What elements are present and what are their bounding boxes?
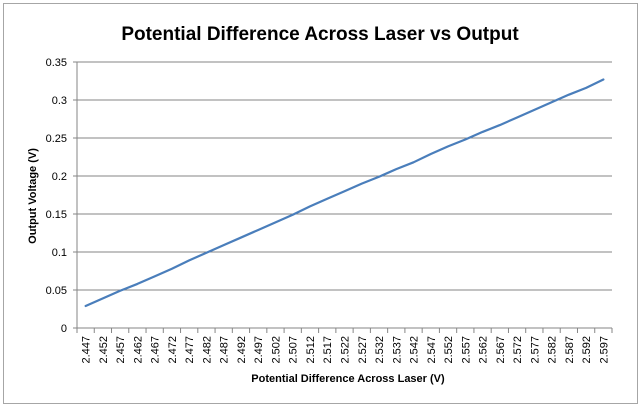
x-tick-label: 2.477	[184, 336, 196, 364]
y-tick-label: 0.3	[52, 95, 67, 107]
x-tick-label: 2.502	[270, 336, 282, 364]
gridlines	[77, 61, 612, 291]
x-axis-tick-labels: 2.447 2.452 2.457 2.462 2.467 2.472 2.477 2.482…	[81, 336, 611, 364]
x-tick-label: 2.482	[201, 336, 213, 364]
x-tick-label: 2.492	[236, 336, 248, 364]
x-tick-label: 2.577	[529, 336, 541, 364]
x-axis-title: Potential Difference Across Laser (V)	[251, 373, 445, 385]
x-tick-label: 2.452	[98, 336, 110, 364]
x-tick-label: 2.447	[81, 336, 93, 364]
y-axis-tick-labels: 0 0.05 0.1 0.15 0.2 0.25 0.3 0.35	[46, 57, 67, 335]
x-tick-label: 2.597	[598, 336, 610, 364]
x-tick-label: 2.467	[150, 336, 162, 364]
y-tick-label: 0.25	[46, 133, 67, 145]
y-tick-label: 0.35	[46, 57, 67, 69]
x-tick-label: 2.587	[564, 336, 576, 364]
x-tick-label: 2.592	[581, 336, 593, 364]
x-tick-label: 2.507	[288, 336, 300, 364]
y-axis-title: Output Voltage (V)	[27, 148, 39, 244]
x-tick-label: 2.487	[219, 336, 231, 364]
y-tick-label: 0	[61, 323, 67, 335]
x-tick-label: 2.462	[132, 336, 144, 364]
x-tick-label: 2.557	[460, 336, 472, 364]
x-tick-label: 2.542	[409, 336, 421, 364]
x-tick-label: 2.497	[253, 336, 265, 364]
x-tick-label: 2.572	[512, 336, 524, 364]
chart-frame	[3, 3, 638, 404]
x-tick-label: 2.562	[478, 336, 490, 364]
y-tick-label: 0.15	[46, 209, 67, 221]
x-tick-label: 2.537	[391, 336, 403, 364]
x-tick-label: 2.457	[115, 336, 127, 364]
x-tick-label: 2.522	[340, 336, 352, 364]
chart-title: Potential Difference Across Laser vs Out…	[121, 24, 519, 45]
x-tick-label: 2.582	[547, 336, 559, 364]
y-tick-label: 0.1	[52, 247, 67, 259]
series-layer	[84, 78, 605, 308]
x-tick-label: 2.517	[322, 336, 334, 364]
y-tick-label: 0.2	[52, 171, 67, 183]
x-tick-label: 2.552	[443, 336, 455, 364]
y-tick-label: 0.05	[46, 285, 67, 297]
x-tick-label: 2.472	[167, 336, 179, 364]
x-tick-label: 2.527	[357, 336, 369, 364]
series-line	[84, 78, 605, 308]
x-tick-label: 2.567	[495, 336, 507, 364]
x-tick-label: 2.512	[305, 336, 317, 364]
x-tick-label: 2.532	[374, 336, 386, 364]
x-tick-label: 2.547	[426, 336, 438, 364]
axes	[73, 61, 613, 333]
